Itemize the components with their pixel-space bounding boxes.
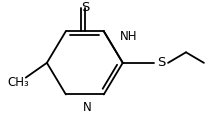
Text: S: S bbox=[81, 1, 89, 14]
Text: CH₃: CH₃ bbox=[8, 76, 29, 89]
Text: NH: NH bbox=[120, 30, 137, 43]
Text: S: S bbox=[157, 56, 166, 69]
Text: N: N bbox=[83, 101, 91, 114]
